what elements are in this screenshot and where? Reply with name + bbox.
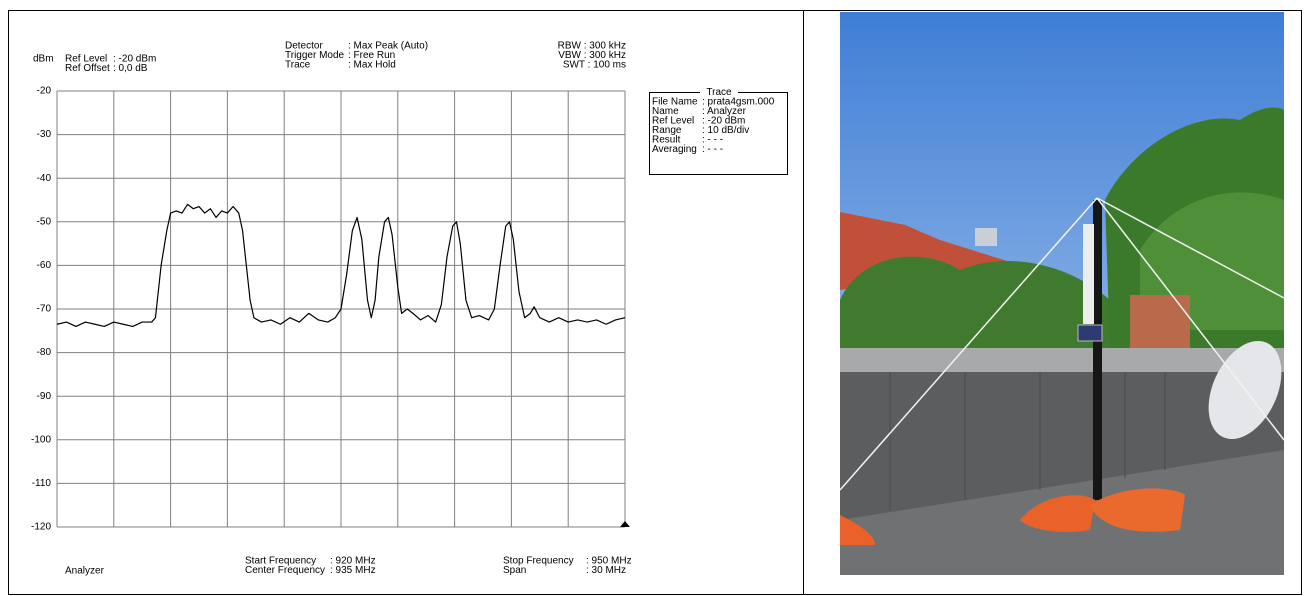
footer-label: Span bbox=[503, 565, 526, 576]
chart: dBm -20 -30 -40 -50 -60 -70 -80 -90 -100 -110 -120… bbox=[0, 0, 1310, 596]
y-tick-label: -30 bbox=[37, 129, 52, 140]
setting-value: : 0,0 dB bbox=[113, 63, 148, 74]
y-tick-label: -120 bbox=[31, 522, 51, 533]
footer-label: Center Frequency bbox=[245, 565, 325, 576]
y-tick-label: -80 bbox=[37, 347, 52, 358]
trace-info-label: Averaging bbox=[652, 144, 697, 155]
y-tick-label: -40 bbox=[37, 173, 52, 184]
y-tick-label: -60 bbox=[37, 260, 52, 271]
setting-label: Trace bbox=[285, 60, 311, 71]
setting: SWT : 100 ms bbox=[563, 60, 626, 71]
setting-value: : Max Hold bbox=[348, 60, 396, 71]
y-tick-label: -70 bbox=[37, 304, 52, 315]
y-tick-label: -20 bbox=[37, 86, 52, 97]
footer: Analyzer bbox=[65, 566, 105, 577]
footer-value: : 30 MHz bbox=[586, 565, 626, 576]
footer-value: : 935 MHz bbox=[330, 565, 376, 576]
screen: dBm -20 -30 -40 -50 -60 -70 -80 -90 -100 -110 -120… bbox=[0, 0, 1310, 596]
y-axis-label: dBm bbox=[33, 54, 54, 65]
photo bbox=[840, 12, 1296, 575]
y-tick-label: -100 bbox=[31, 434, 51, 445]
trace-info-value: : - - - bbox=[702, 144, 723, 155]
marker bbox=[620, 521, 630, 527]
setting-label: Ref Offset bbox=[65, 63, 110, 74]
y-tick-label: -90 bbox=[37, 391, 52, 402]
y-tick-label: -110 bbox=[32, 478, 52, 489]
y-tick-label: -50 bbox=[37, 216, 52, 227]
